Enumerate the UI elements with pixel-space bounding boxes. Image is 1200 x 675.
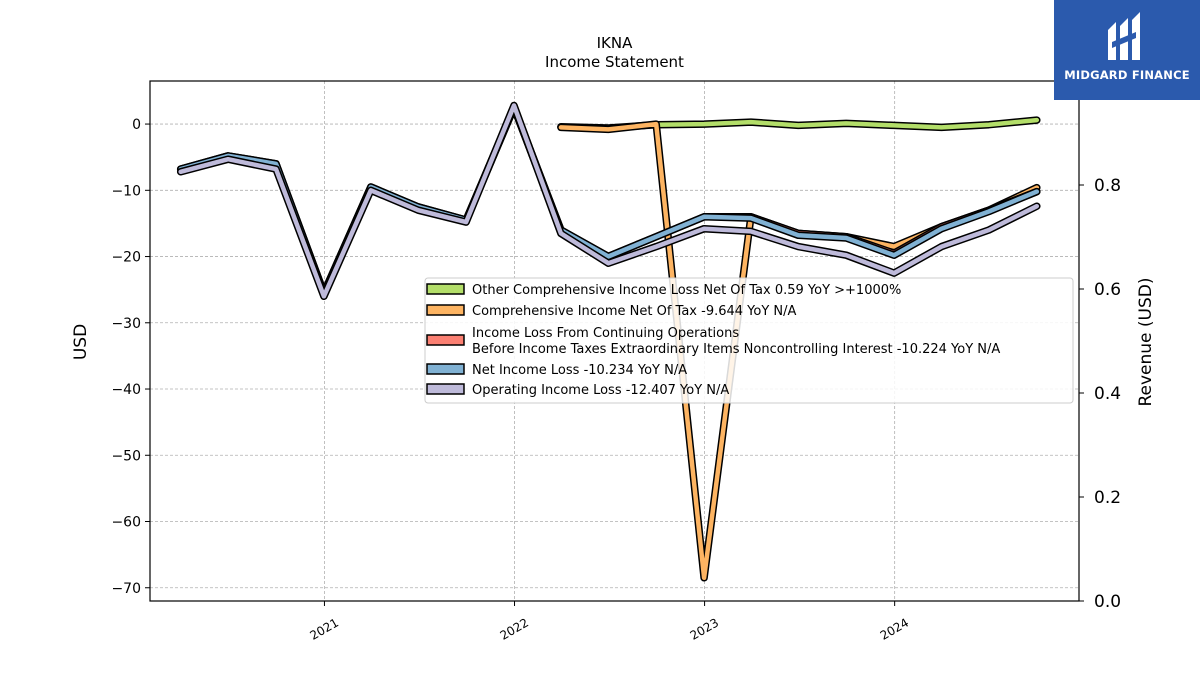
legend-label: Other Comprehensive Income Loss Net Of T… [472, 283, 901, 298]
x-axis: 2021 2022 2023 2024 [307, 601, 911, 643]
series-line-4 [176, 101, 1041, 301]
y-tick-label: −70 [111, 581, 141, 597]
x-tick-label: 2024 [878, 615, 911, 642]
y-axis-left: 0 −10 −20 −30 −40 −50 −60 −70 [111, 117, 150, 597]
y-tick-label: −10 [111, 183, 141, 199]
x-tick-label: 2022 [498, 615, 531, 642]
legend-label: Comprehensive Income Net Of Tax -9.644 Y… [472, 304, 797, 319]
legend-swatch [426, 363, 465, 375]
midgard-finance-logo: MIDGARD FINANCE [1054, 0, 1200, 100]
legend-label: Net Income Loss -10.234 YoY N/A [472, 363, 687, 378]
series-stroke [178, 103, 1040, 299]
logo-text: MIDGARD FINANCE [1064, 68, 1190, 82]
y-tick-label: −50 [111, 448, 141, 464]
series-group [176, 101, 1041, 582]
x-tick-label: 2023 [688, 615, 721, 642]
legend-swatch [426, 383, 465, 395]
legend-box [424, 277, 1074, 404]
y-tick-label-right: 0.2 [1094, 488, 1121, 508]
legend-swatch [426, 304, 465, 316]
legend-label: Income Loss From Continuing Operations Be… [472, 326, 1000, 357]
y-tick-label: 0 [132, 117, 141, 133]
chart-title: IKNA [597, 34, 633, 52]
plot-frame [149, 80, 1080, 602]
legend-label: Operating Income Loss -12.407 YoY N/A [472, 383, 729, 398]
y-tick-label: −40 [111, 382, 141, 398]
y-tick-label: −30 [111, 316, 141, 332]
y-axis-label-right: Revenue (USD) [1136, 277, 1156, 406]
y-tick-label-right: 0.0 [1094, 592, 1121, 612]
y-tick-label: −20 [111, 250, 141, 266]
chart-subtitle: Income Statement [545, 53, 684, 71]
y-tick-label-right: 0.8 [1094, 176, 1121, 196]
y-tick-label-right: 0.4 [1094, 384, 1121, 404]
y-axis-right: 0.0 0.2 0.4 0.6 0.8 [1079, 176, 1121, 612]
logo-mark-icon [1108, 12, 1140, 60]
legend-swatch [426, 334, 465, 346]
legend-swatch [426, 283, 465, 295]
y-tick-label: −60 [111, 515, 141, 531]
y-axis-label: USD [71, 324, 91, 360]
y-tick-label-right: 0.6 [1094, 280, 1121, 300]
x-tick-label: 2021 [307, 615, 340, 642]
legend: Other Comprehensive Income Loss Net Of T… [424, 277, 1074, 404]
